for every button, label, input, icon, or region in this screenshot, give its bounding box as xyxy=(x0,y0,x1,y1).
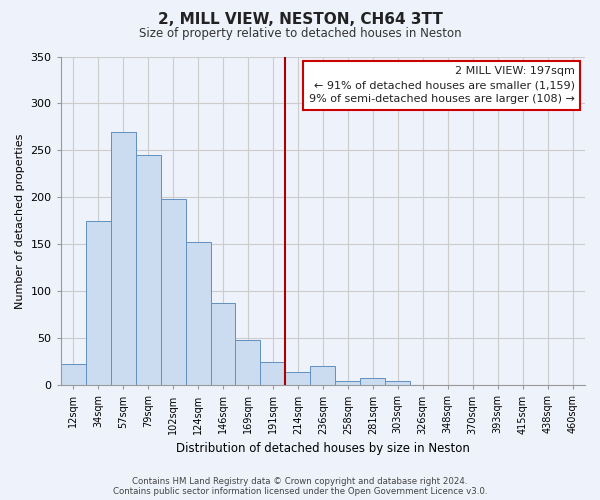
Bar xyxy=(286,372,310,386)
Text: 2, MILL VIEW, NESTON, CH64 3TT: 2, MILL VIEW, NESTON, CH64 3TT xyxy=(158,12,442,28)
Bar xyxy=(385,380,410,386)
Bar xyxy=(335,380,361,386)
Bar xyxy=(61,364,86,386)
Text: 2 MILL VIEW: 197sqm
← 91% of detached houses are smaller (1,159)
9% of semi-deta: 2 MILL VIEW: 197sqm ← 91% of detached ho… xyxy=(308,66,575,104)
Text: Contains HM Land Registry data © Crown copyright and database right 2024.: Contains HM Land Registry data © Crown c… xyxy=(132,477,468,486)
Bar xyxy=(260,362,286,386)
Text: Size of property relative to detached houses in Neston: Size of property relative to detached ho… xyxy=(139,28,461,40)
Y-axis label: Number of detached properties: Number of detached properties xyxy=(15,133,25,308)
Bar xyxy=(310,366,335,386)
Bar xyxy=(161,200,185,386)
Bar xyxy=(136,155,161,386)
Text: Contains public sector information licensed under the Open Government Licence v3: Contains public sector information licen… xyxy=(113,487,487,496)
X-axis label: Distribution of detached houses by size in Neston: Distribution of detached houses by size … xyxy=(176,442,470,455)
Bar xyxy=(185,242,211,386)
Bar xyxy=(86,221,110,386)
Bar xyxy=(361,378,385,386)
Bar xyxy=(211,302,235,386)
Bar xyxy=(110,132,136,386)
Bar xyxy=(235,340,260,386)
